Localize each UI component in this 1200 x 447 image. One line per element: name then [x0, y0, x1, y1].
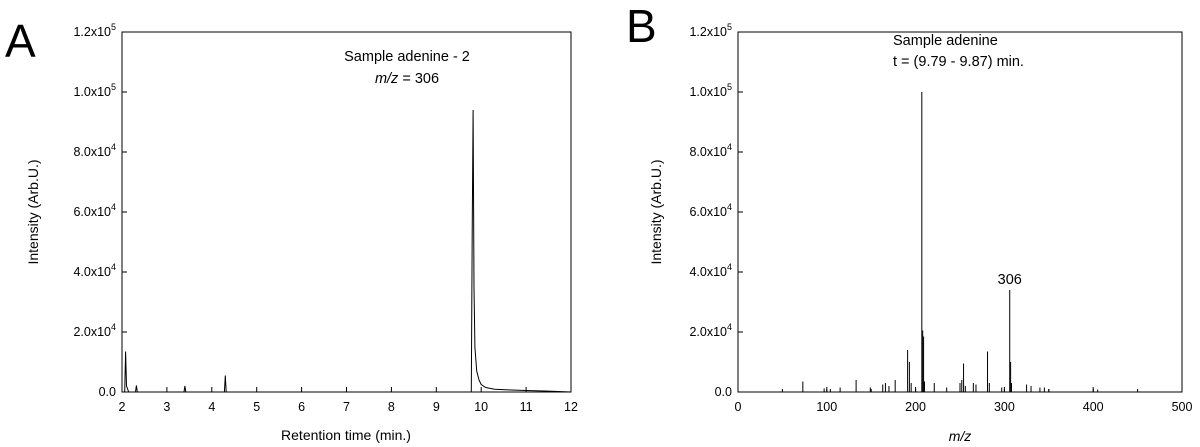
panel-a-x-tick-label: 3 — [163, 400, 170, 414]
panel-b-x-tick-label: 0 — [735, 400, 742, 414]
panel-a-y-tick-label: 1.2x105 — [73, 22, 116, 39]
panel-a-x-tick-label: 8 — [388, 400, 395, 414]
panel-b-x-axis: 0 100 200 300 400 500 — [735, 387, 1193, 414]
panel-b-plot-frame — [737, 31, 1183, 393]
panel-b-mass-spectrum — [802, 92, 1099, 392]
panel-a: A 2 3 4 5 6 7 8 9 10 11 12 0.0 2.0x104 4.0x104 6.0x10… — [5, 15, 578, 443]
panel-b-x-tick-label: 500 — [1172, 400, 1193, 414]
panel-b-y-tick-label: 0.0 — [715, 385, 732, 399]
panel-a-y-tick-label: 1.0x105 — [73, 82, 116, 99]
panel-b-x-tick-label: 300 — [994, 400, 1015, 414]
panel-b-x-tick-label: 100 — [816, 400, 837, 414]
panel-a-y-tick-label: 2.0x104 — [73, 322, 116, 339]
panel-a-x-axis-label: Retention time (min.) — [281, 427, 411, 443]
panel-a-chromatogram — [122, 109, 572, 393]
panel-a-x-tick-label: 5 — [253, 400, 260, 414]
panel-b-y-tick-label: 1.2x105 — [689, 22, 732, 39]
panel-a-x-axis: 2 3 4 5 6 7 8 9 10 11 12 — [119, 387, 578, 414]
panel-a-title-line-2: m/z = 306 — [375, 71, 439, 87]
panel-b-y-tick-label: 4.0x104 — [689, 262, 732, 279]
panel-a-y-tick-label: 6.0x104 — [73, 202, 116, 219]
panel-b-y-tick-label: 8.0x104 — [689, 142, 732, 159]
panel-a-x-tick-label: 2 — [119, 400, 126, 414]
panel-a-x-tick-label: 11 — [520, 400, 533, 414]
panel-b-y-tick-label: 1.0x105 — [689, 82, 732, 99]
panel-a-x-tick-label: 9 — [433, 400, 440, 414]
panel-a-y-tick-label: 4.0x104 — [73, 262, 116, 279]
panel-a-y-axis-label: Intensity (Arb.U.) — [25, 159, 41, 264]
panel-a-title-line-1: Sample adenine - 2 — [344, 49, 470, 65]
panel-a-letter: A — [5, 15, 36, 67]
panel-a-x-tick-label: 10 — [474, 400, 488, 414]
panel-b-y-tick-label: 2.0x104 — [689, 322, 732, 339]
panel-b-letter: B — [626, 0, 657, 52]
panel-b-x-tick-label: 400 — [1083, 400, 1104, 414]
panel-a-series-line — [122, 109, 572, 393]
panel-b-y-axis: 0.0 2.0x104 4.0x104 6.0x104 8.0x104 1.0x105 1.… — [689, 22, 743, 399]
panel-a-x-tick-label: 7 — [343, 400, 350, 414]
panel-a-x-tick-label: 12 — [564, 400, 578, 414]
panel-b-x-tick-label: 200 — [905, 400, 926, 414]
panel-b-title-line-1: Sample adenine — [893, 33, 998, 49]
panel-a-x-tick-label: 4 — [208, 400, 215, 414]
panel-a-x-tick-label: 6 — [298, 400, 305, 414]
panel-b-title-line-2: t = (9.79 - 9.87) min. — [893, 54, 1024, 70]
panel-b-y-axis-label: Intensity (Arb.U.) — [648, 159, 664, 264]
panel-a-y-tick-label: 0.0 — [99, 385, 116, 399]
panel-b: B 0 100 200 300 400 500 0.0 2.0x104 4.0x104 6.0x… — [626, 0, 1192, 444]
panel-a-y-tick-label: 8.0x104 — [73, 142, 116, 159]
panel-b-y-tick-label: 6.0x104 — [689, 202, 732, 219]
panel-a-y-axis: 0.0 2.0x104 4.0x104 6.0x104 8.0x104 1.0x105 1.… — [73, 22, 127, 399]
panel-b-x-axis-label: m/z — [949, 428, 972, 444]
panel-b-peak-annotation: 306 — [998, 272, 1022, 288]
panel-a-plot-frame — [121, 31, 572, 393]
